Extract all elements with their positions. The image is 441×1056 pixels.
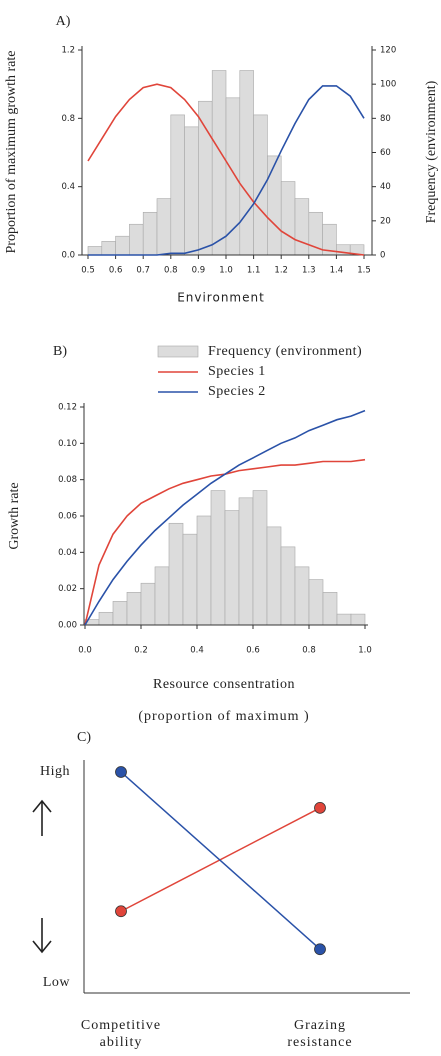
histogram-bar [112,601,128,626]
histogram-bar [182,533,198,626]
histogram-bar [140,582,156,626]
histogram-bar [154,566,170,626]
y2-tick-label: 80 [380,114,391,124]
series-line [120,771,321,950]
series-point [115,905,127,918]
histogram-bar [126,591,142,626]
histogram-bar [280,181,296,256]
y-tick-label: 0.08 [58,475,77,485]
histogram-bar [198,100,213,256]
histogram-bar [280,546,296,626]
x-tick-label: 0.9 [192,266,206,276]
panel-title: C) [77,730,91,745]
series-line [84,409,366,626]
series-point [314,801,326,814]
histogram-bar [184,126,199,256]
y2-tick-label: 100 [380,80,396,90]
x-tick-label: 0.5 [81,266,95,276]
x-tick-label: 1.2 [274,266,288,276]
y2-tick-label: 0 [380,251,385,261]
up-arrow-head [32,799,52,813]
histogram-bar [87,246,103,256]
x-tick-label: 1.4 [330,266,344,276]
histogram-bar [252,490,268,626]
histogram-bar [210,490,226,626]
y2-tick-label: 60 [380,148,391,158]
legend-label: Species 2 [208,384,266,399]
y-tick-label: 0.0 [61,251,75,261]
x-axis-label: Resource consentration [153,677,295,692]
y-tick-label: High [40,764,70,779]
histogram-bar [322,591,338,626]
x-tick-label: 1.1 [247,266,261,276]
y-tick-label: 0.8 [61,114,75,124]
y-tick-label: Low [43,975,71,990]
down-arrow-head [32,940,52,954]
histogram-bar [336,613,352,626]
panel-title: A) [56,14,71,29]
x-tick-label: 0.6 [246,646,260,656]
histogram-bar [267,155,282,256]
y2-tick-label: 120 [380,46,396,56]
panel-title: B) [53,344,67,359]
x-tick-label: 0.7 [136,266,150,276]
series-point [314,943,326,956]
histogram-bar [115,235,130,256]
legend-label: Species 1 [208,364,266,379]
histogram-bar [156,198,172,256]
x-axis-sublabel: (proportion of maximum ) [138,709,309,724]
histogram-bar [142,211,158,256]
histogram-bar [101,241,116,256]
category-label: Competitive ability [80,1018,162,1050]
legend-label: Frequency (environment) [208,344,362,359]
histogram-bar [168,522,184,626]
x-tick-label: 0.0 [78,646,92,656]
histogram-bar [294,198,310,256]
y-axis-label: Proportion of maximum growth rate [4,51,19,254]
y-tick-label: 0.4 [61,182,75,192]
series-line [87,83,365,256]
x-tick-label: 0.2 [134,646,148,656]
x-axis-label: Environment [177,291,265,305]
histogram-bar [196,515,212,626]
y2-tick-label: 40 [380,182,391,192]
histogram-bar [211,70,227,256]
arrows [32,799,52,954]
y-tick-label: 0.12 [58,403,77,413]
x-tick-label: 0.4 [190,646,204,656]
histogram-bar [225,97,241,256]
y-axis-label: Growth rate [7,482,22,549]
series-point [115,766,127,778]
y-tick-label: 0.10 [58,439,77,449]
histogram-bar [350,613,366,626]
category-label: Grazing resistance [287,1018,353,1050]
histogram-bar [98,611,114,626]
x-tick-label: 0.8 [164,266,178,276]
x-tick-label: 1.5 [357,266,371,276]
histogram-bar [170,114,185,256]
histogram-bar [238,497,254,626]
y-tick-label: 0.00 [58,621,77,631]
x-tick-label: 0.6 [109,266,123,276]
x-tick-label: 1.0 [358,646,372,656]
y2-axis-label: Frequency (environment) [424,80,439,223]
histogram-bar [129,223,144,256]
y-tick-label: 0.04 [58,548,77,558]
histogram-bar [224,510,240,626]
histogram-bar [308,579,324,626]
histogram-bar [294,566,310,626]
histogram-bar [266,526,282,626]
y-tick-label: 0.02 [58,584,77,594]
y-tick-label: 0.06 [58,512,77,522]
y-tick-label: 1.2 [61,46,75,56]
legend-swatch [157,345,199,358]
x-tick-label: 1.3 [302,266,316,276]
y2-tick-label: 20 [380,216,391,226]
histogram-bar [239,70,254,256]
series-line [88,85,365,256]
x-tick-label: 0.8 [302,646,316,656]
x-tick-label: 1.0 [219,266,233,276]
